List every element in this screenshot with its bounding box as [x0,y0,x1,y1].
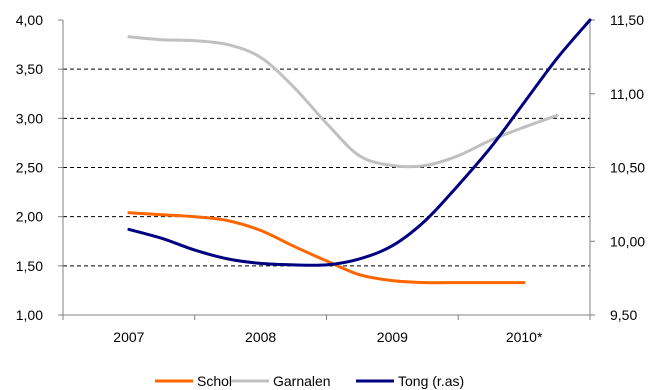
right-tick-label: 10,50 [610,160,645,176]
legend: Schol Garnalen Tong (r.as) [155,373,464,389]
right-axis-ticks: 9,50 10,00 10,50 11,00 11,50 [590,12,645,323]
x-axis-ticks: 2007 2008 2009 2010* [62,315,591,345]
left-tick-label: 4,00 [16,12,43,28]
x-tick-label: 2007 [113,329,144,345]
left-tick-label: 1,00 [16,307,43,323]
left-tick-label: 2,50 [16,160,43,176]
legend-label: Garnalen [273,373,331,389]
left-tick-label: 3,00 [16,110,43,126]
right-tick-label: 11,00 [610,86,644,102]
x-tick-label: 2009 [377,329,408,345]
left-tick-label: 3,50 [16,61,43,77]
legend-label: Schol [197,373,232,389]
series-line-tong-r-as [127,18,592,267]
legend-label: Tong (r.as) [398,373,464,389]
left-axis-ticks: 1,00 1,50 2,00 2,50 3,00 3,50 4,00 [16,12,63,323]
left-tick-label: 1,50 [16,258,43,274]
series-line-schol [127,211,526,285]
gridlines [63,68,590,267]
left-tick-label: 2,00 [16,209,43,225]
series-line-garnalen [127,35,559,169]
right-tick-label: 11,50 [610,12,644,28]
x-tick-label: 2010* [506,329,543,345]
series-lines [127,18,592,285]
right-tick-label: 10,00 [610,233,645,249]
x-tick-label: 2008 [245,329,276,345]
right-tick-label: 9,50 [610,307,637,323]
